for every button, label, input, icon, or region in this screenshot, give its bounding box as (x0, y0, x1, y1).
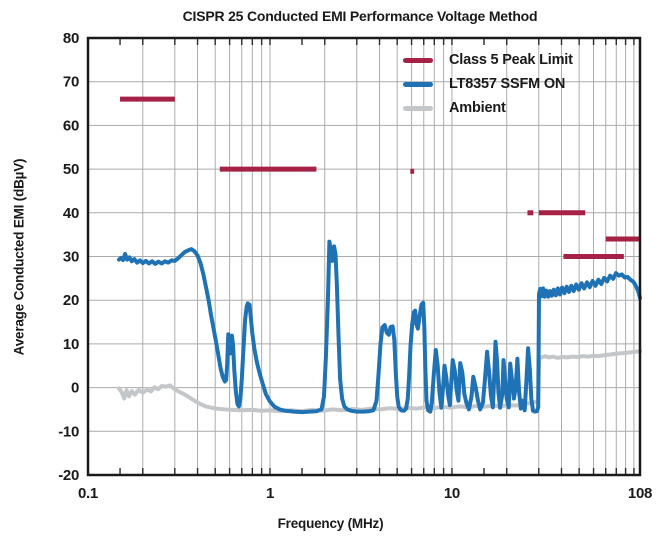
x-axis-title: Frequency (MHz) (277, 516, 384, 531)
series-ambient (117, 349, 642, 414)
plot-frame (86, 36, 642, 477)
legend-item-1: LT8357 SSFM ON (403, 72, 573, 96)
y-tick-label: 80 (63, 30, 79, 47)
y-tick-label: -20 (58, 467, 79, 484)
y-tick-label: 50 (63, 161, 79, 178)
y-tick-label: 60 (63, 117, 79, 134)
x-tick-label: 108 (628, 485, 652, 502)
y-tick-label: 40 (63, 205, 79, 222)
x-tick-label: 10 (444, 485, 460, 502)
legend-swatch (403, 57, 433, 63)
y-axis-title: Average Conducted EMI (dBµV) (11, 158, 27, 356)
y-tick-label: 0 (71, 380, 79, 397)
x-tick-label: 0.1 (78, 485, 98, 502)
legend-item-2: Ambient (403, 96, 573, 120)
legend-label: Ambient (449, 100, 506, 116)
chart-title: CISPR 25 Conducted EMI Performance Volta… (182, 8, 538, 24)
y-tick-label: 10 (63, 336, 79, 353)
legend-swatch (403, 81, 433, 87)
legend-swatch (403, 105, 433, 111)
legend-label: Class 5 Peak Limit (449, 52, 573, 68)
legend-label: LT8357 SSFM ON (449, 76, 566, 92)
y-tick-label: -10 (58, 423, 79, 440)
series-lt8357-ssfm-on (117, 239, 642, 415)
legend-item-0: Class 5 Peak Limit (403, 48, 573, 72)
y-tick-label: 20 (63, 292, 79, 309)
y-tick-label: 70 (63, 74, 79, 91)
x-tick-label: 1 (266, 485, 274, 502)
legend: Class 5 Peak Limit LT8357 SSFM ON Ambient (403, 48, 573, 120)
y-tick-label: 30 (63, 249, 79, 266)
